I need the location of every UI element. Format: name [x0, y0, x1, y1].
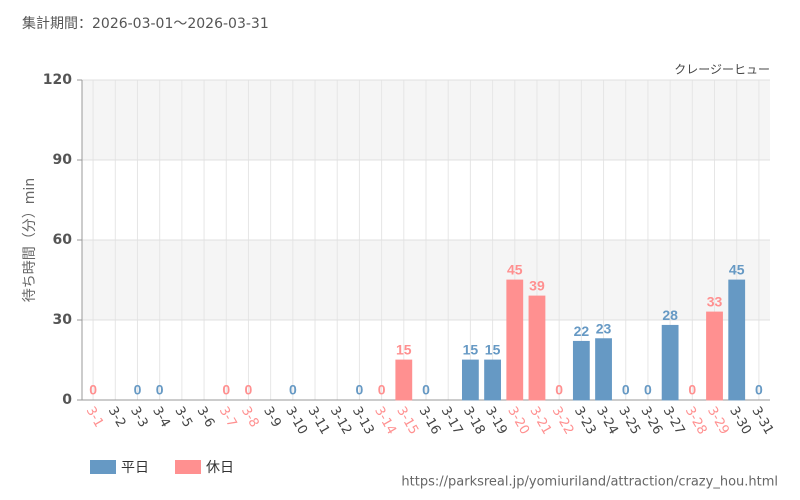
data-label: 0 [245, 382, 253, 398]
bar [595, 338, 612, 401]
source: https://parksreal.jp/yomiuriland/attract… [401, 475, 778, 490]
legend-swatch [90, 460, 116, 474]
bar [395, 359, 413, 401]
data-label: 0 [688, 382, 696, 398]
x-tick-label: 3-20 [504, 404, 532, 437]
data-label: 23 [596, 320, 612, 336]
x-tick-label: 3-21 [526, 404, 554, 437]
data-label: 45 [507, 262, 523, 278]
bar [506, 279, 524, 401]
x-tick-label: 3-24 [593, 404, 621, 437]
x-tick-label: 3-10 [282, 404, 310, 437]
x-tick-label: 3-9 [260, 404, 284, 430]
legend-swatch [175, 460, 201, 474]
bar [528, 295, 546, 401]
bar [572, 340, 590, 401]
x-tick-label: 3-27 [660, 404, 688, 437]
x-tick-label: 3-18 [460, 404, 488, 437]
y-axis-label: 待ち時間（分）min [22, 178, 38, 302]
data-label: 0 [378, 382, 386, 398]
chart-title: 集計期間：2026-03-01～2026-03-31 [22, 15, 269, 32]
x-tick-label: 3-6 [194, 404, 218, 430]
bar [461, 359, 479, 401]
data-label: 0 [755, 382, 763, 398]
x-tick-label: 3-13 [349, 404, 377, 437]
x-tick-label: 3-30 [726, 404, 754, 437]
x-tick-label: 3-31 [748, 404, 776, 437]
x-tick-label: 3-8 [238, 404, 262, 430]
x-tick-label: 3-7 [216, 404, 240, 430]
x-tick-label: 3-25 [615, 404, 643, 437]
x-tick-label: 3-11 [305, 404, 333, 437]
x-tick-label: 3-14 [371, 404, 399, 437]
x-tick-label: 3-5 [171, 404, 195, 430]
x-tick-label: 3-22 [549, 404, 577, 437]
x-tick-label: 3-17 [438, 404, 466, 437]
bar [661, 324, 679, 401]
bar [728, 279, 746, 401]
x-tick-label: 3-29 [704, 404, 732, 437]
data-label: 22 [574, 323, 590, 339]
x-tick-label: 3-2 [105, 404, 129, 430]
data-label: 15 [396, 342, 412, 358]
data-label: 0 [356, 382, 364, 398]
y-tick-label: 60 [53, 232, 73, 248]
data-label: 0 [289, 382, 297, 398]
x-tick-label: 3-23 [571, 404, 599, 437]
data-label: 0 [222, 382, 230, 398]
data-label: 45 [729, 262, 745, 278]
data-label: 0 [89, 382, 97, 398]
x-tick-label: 3-16 [416, 404, 444, 437]
data-label: 0 [644, 382, 652, 398]
data-label: 15 [485, 342, 501, 358]
x-tick-label: 3-15 [393, 404, 421, 437]
data-label: 0 [134, 382, 142, 398]
y-tick-label: 90 [53, 152, 73, 168]
bar [706, 311, 723, 401]
y-tick-label: 30 [53, 312, 73, 328]
x-tick-label: 3-26 [637, 404, 665, 437]
data-label: 0 [555, 382, 563, 398]
x-tick-label: 3-12 [327, 404, 355, 437]
x-tick-label: 3-3 [127, 404, 151, 430]
data-label: 15 [463, 342, 479, 358]
y-tick-label: 120 [43, 72, 72, 88]
legend-label: 平日 [121, 460, 149, 476]
data-label: 28 [662, 307, 678, 323]
x-tick-label: 3-4 [149, 404, 173, 430]
x-tick-label: 3-1 [83, 404, 107, 430]
data-label: 0 [622, 382, 630, 398]
bar [484, 359, 501, 401]
data-label: 39 [529, 278, 545, 294]
data-label: 0 [422, 382, 430, 398]
chart-subtitle: クレージーヒュー [674, 63, 770, 77]
legend-label: 休日 [206, 460, 234, 476]
data-label: 33 [707, 294, 723, 310]
x-tick-label: 3-28 [682, 404, 710, 437]
data-label: 0 [156, 382, 164, 398]
y-tick-label: 0 [62, 392, 72, 408]
x-tick-label: 3-19 [482, 404, 510, 437]
